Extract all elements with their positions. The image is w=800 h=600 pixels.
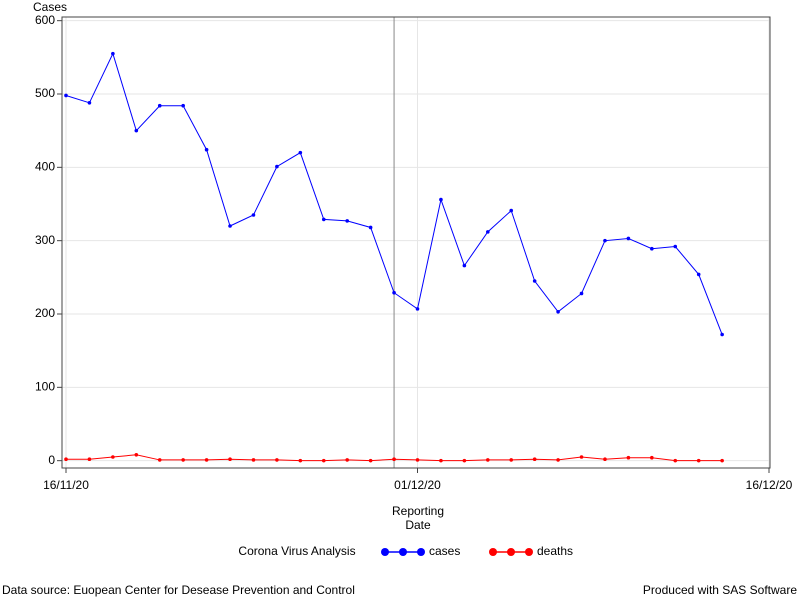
legend-marker [399,548,407,556]
y-tick-label: 200 [35,306,55,320]
footnote: Produced with SAS Software [643,583,797,597]
data-point [251,213,256,217]
legend-marker [417,548,425,556]
data-point [228,224,232,228]
data-point [345,458,350,462]
data-point [509,208,514,213]
data-point [228,457,232,462]
x-tick-label: 16/11/20 [43,478,89,492]
data-point [720,332,724,337]
data-point [603,457,607,462]
data-point [556,310,560,314]
data-point [87,457,92,462]
data-point [111,51,115,56]
plot-frame [61,16,771,469]
data-point [181,458,185,462]
data-point [392,290,396,295]
data-point [368,458,373,463]
data-point [509,458,514,462]
data-point [181,103,185,108]
data-point [321,217,326,222]
data-point [111,455,115,459]
data-point [696,458,701,463]
data-point [462,458,467,463]
data-point [251,458,256,462]
data-point [204,147,209,152]
data-point [673,458,678,463]
data-point [626,455,631,460]
data-point [64,93,68,98]
data-point [486,230,490,234]
legend-title: Corona Virus Analysis [238,544,355,558]
legend-marker [507,548,515,556]
data-point [298,458,303,463]
data-point [345,219,350,223]
data-point [204,458,209,462]
y-tick-label: 0 [48,453,55,467]
legend-marker [525,548,533,556]
data-point [321,458,326,463]
data-point [157,458,162,462]
data-point [157,103,162,108]
data-point [720,458,724,463]
data-point [439,458,443,463]
y-tick-label: 500 [35,86,55,100]
data-point [650,455,654,460]
legend-label: deaths [537,544,573,558]
data-point [134,453,139,457]
data-point [64,457,68,462]
data-point [275,458,279,462]
y-tick-label: 600 [35,13,55,27]
x-tick-label: 01/12/20 [394,478,441,492]
legend-marker [489,548,497,556]
x-axis-label: Reporting [392,504,444,518]
legend-label: cases [429,544,460,558]
data-point [368,225,373,230]
data-point [673,244,678,249]
data-point [532,279,537,283]
data-point [462,263,467,268]
y-axis-label: Cases [33,0,67,14]
data-point [134,128,139,133]
data-point [87,101,92,105]
data-point [626,236,631,241]
data-point [392,457,396,462]
data-point [415,458,420,462]
data-point [696,272,701,277]
footnote: Data source: Euopean Center for Desease … [2,583,355,597]
data-point [298,150,303,155]
data-point [579,291,584,296]
data-point [486,458,490,462]
y-tick-label: 300 [35,233,55,247]
data-point [603,238,607,243]
x-axis-label: Date [405,518,431,532]
data-point [650,246,654,251]
data-point [532,457,537,462]
legend-marker [381,548,389,556]
data-point [556,458,560,462]
x-tick-label: 16/12/20 [746,478,793,492]
data-point [275,164,279,169]
y-tick-label: 100 [35,380,55,394]
data-point [415,307,420,311]
y-tick-label: 400 [35,160,55,174]
data-point [439,197,443,202]
data-point [579,455,584,459]
